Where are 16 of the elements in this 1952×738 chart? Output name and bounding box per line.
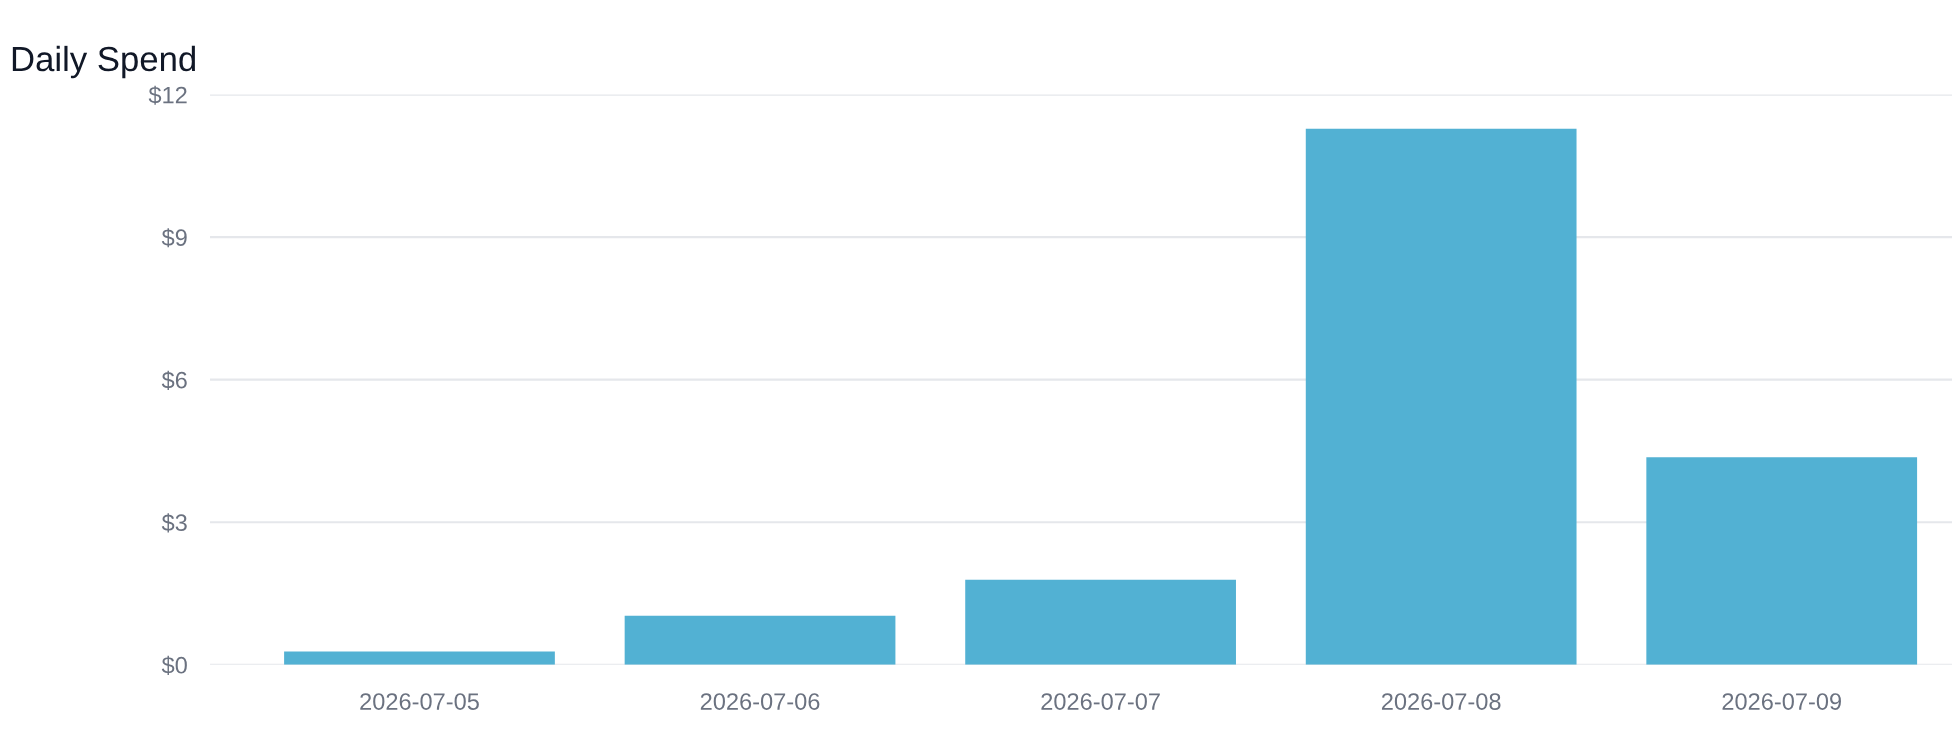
x-tick-label: 2026-07-09 <box>1722 693 1841 710</box>
bar <box>284 651 555 665</box>
bar <box>965 579 1236 665</box>
y-tick-label: $6 <box>161 370 187 390</box>
y-tick-label: $9 <box>161 228 187 248</box>
bar <box>1305 128 1577 665</box>
x-tick-label: 2026-07-08 <box>1381 693 1501 710</box>
x-tick-label: 2026-07-05 <box>360 693 479 710</box>
y-tick-label: $3 <box>161 513 187 533</box>
x-tick-label: 2026-07-07 <box>1041 693 1160 710</box>
chart-title: Daily Spend <box>12 45 195 79</box>
x-tick-label: 2026-07-06 <box>700 693 820 710</box>
y-tick-label: $0 <box>161 655 187 675</box>
bar <box>624 615 896 665</box>
bar <box>1646 457 1918 665</box>
y-tick-label: $12 <box>148 85 187 105</box>
